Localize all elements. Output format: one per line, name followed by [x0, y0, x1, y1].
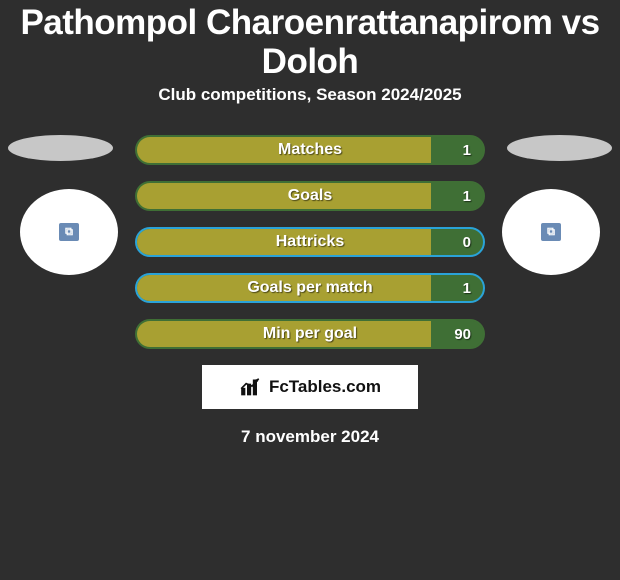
stat-fill-left	[137, 229, 431, 255]
stat-fill-left	[137, 183, 431, 209]
stat-value-right: 1	[463, 275, 471, 301]
brand-text: FcTables.com	[269, 377, 381, 397]
stat-row: Hattricks0	[135, 227, 485, 257]
stat-fill-left	[137, 321, 431, 347]
stat-row: Goals per match1	[135, 273, 485, 303]
page-date: 7 november 2024	[0, 427, 620, 447]
stat-value-right: 1	[463, 183, 471, 209]
page-title: Pathompol Charoenrattanapirom vs Doloh	[0, 0, 620, 83]
stat-row: Min per goal90	[135, 319, 485, 349]
brand-badge: FcTables.com	[202, 365, 418, 409]
stat-fill-left	[137, 275, 431, 301]
player-right-avatar: ⧉	[502, 189, 600, 275]
player-left-ellipse	[8, 135, 113, 161]
stat-value-right: 90	[454, 321, 471, 347]
stat-value-right: 1	[463, 137, 471, 163]
stat-row: Matches1	[135, 135, 485, 165]
stat-value-right: 0	[463, 229, 471, 255]
stat-row: Goals1	[135, 181, 485, 211]
brand-chart-icon	[239, 377, 265, 397]
player-left-flag-icon: ⧉	[59, 223, 79, 241]
player-left-avatar: ⧉	[20, 189, 118, 275]
player-right-flag-icon: ⧉	[541, 223, 561, 241]
page-subtitle: Club competitions, Season 2024/2025	[0, 85, 620, 105]
stat-fill-left	[137, 137, 431, 163]
player-right-ellipse	[507, 135, 612, 161]
stat-bars: Matches1 Goals1 Hattricks0 Goals per match1…	[135, 135, 485, 349]
comparison-stage: ⧉ ⧉ Matches1 Goals1 Hattricks0 Goals per ma…	[0, 135, 620, 349]
